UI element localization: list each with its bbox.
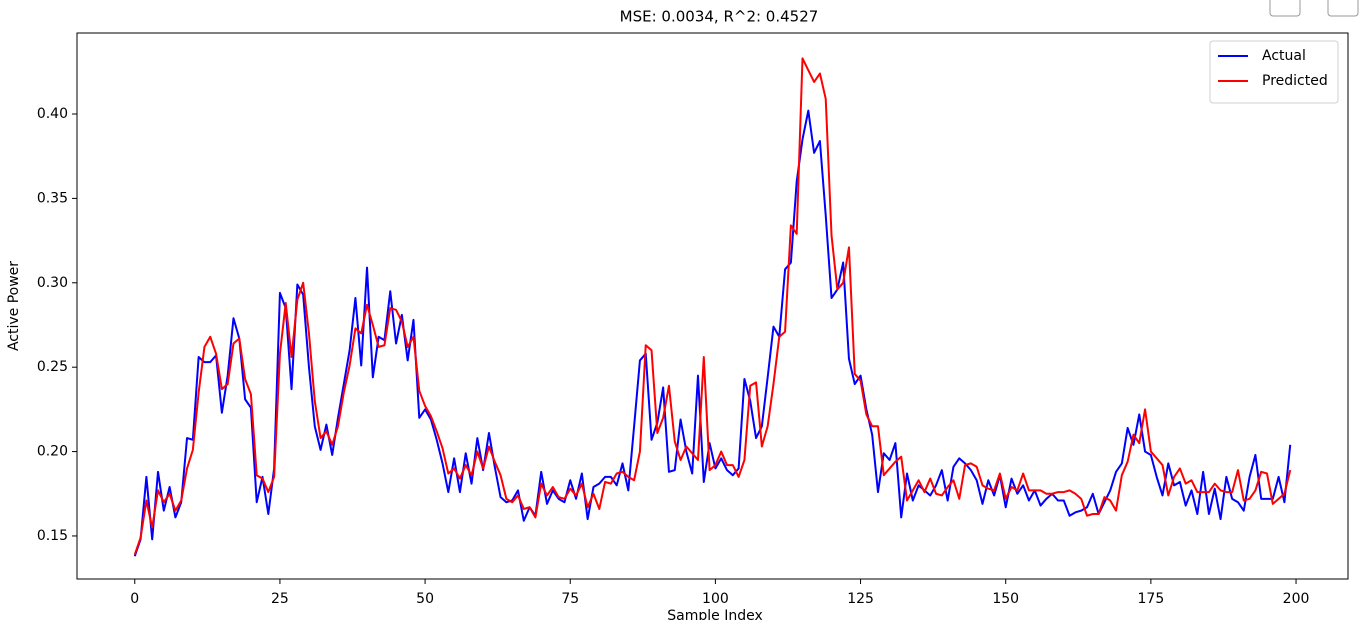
x-tick-label: 200: [1283, 591, 1310, 607]
y-axis-label: Active Power: [6, 261, 22, 351]
toolbar: [1269, 0, 1359, 17]
x-axis-label: Sample Index: [667, 608, 762, 620]
legend: Actual Predicted: [1209, 40, 1339, 104]
y-tick-label: 0.15: [37, 528, 68, 544]
legend-label: Predicted: [1262, 73, 1328, 89]
x-tick-label: 0: [130, 591, 139, 607]
y-tick-label: 0.40: [37, 106, 68, 122]
toolbar-button[interactable]: [1269, 0, 1301, 17]
series-line: [133, 57, 1292, 555]
plot-frame: [76, 32, 1349, 580]
toolbar-button[interactable]: [1327, 0, 1359, 17]
legend-label: Actual: [1262, 48, 1306, 64]
y-tick-label: 0.25: [37, 359, 68, 375]
x-tick-label: 100: [702, 591, 729, 607]
chart-title: MSE: 0.0034, R^2: 0.4527: [620, 8, 819, 26]
x-tick-label: 50: [416, 591, 434, 607]
x-tick-label: 125: [847, 591, 874, 607]
series-line: [133, 109, 1292, 557]
y-tick-label: 0.35: [37, 190, 68, 206]
y-tick-label: 0.20: [37, 444, 68, 460]
x-tick-label: 25: [271, 591, 289, 607]
x-tick-label: 75: [561, 591, 579, 607]
y-tick-label: 0.30: [37, 275, 68, 291]
x-tick-label: 175: [1138, 591, 1165, 607]
x-tick-label: 150: [992, 591, 1019, 607]
